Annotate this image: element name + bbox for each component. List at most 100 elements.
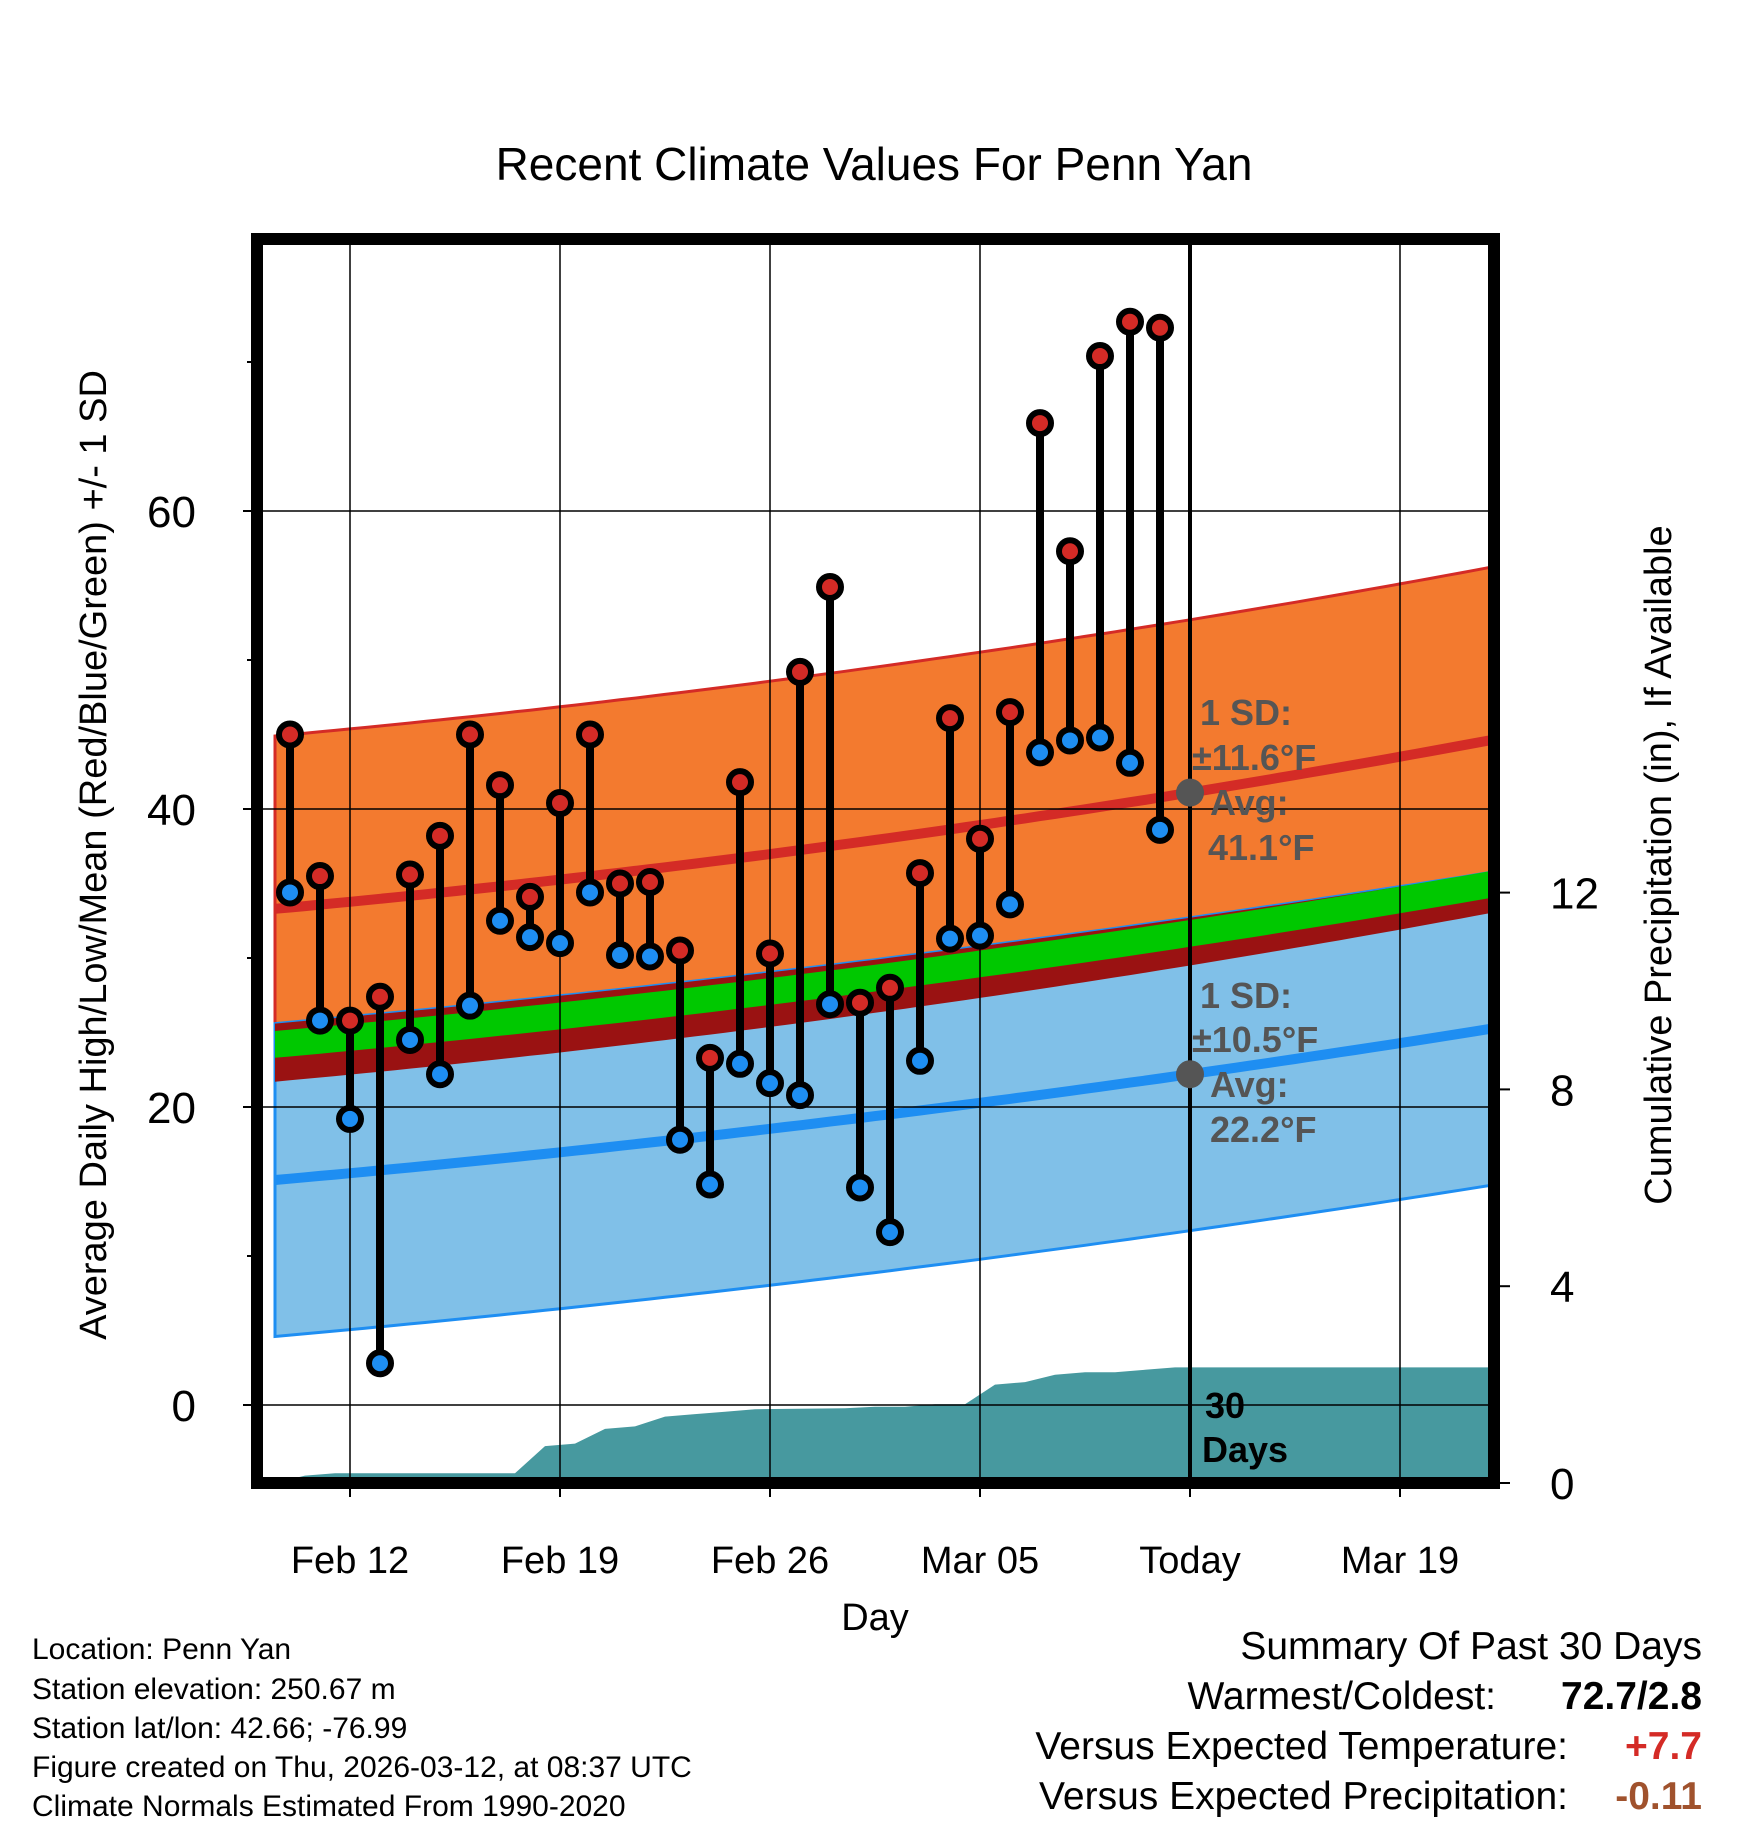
daily-high-point bbox=[1056, 537, 1084, 566]
today-normal-low-marker bbox=[1176, 1060, 1204, 1089]
footer-created: Figure created on Thu, 2026-03-12, at 08… bbox=[32, 1751, 692, 1784]
daily-low-point bbox=[936, 924, 964, 953]
y2-tick-label: 8 bbox=[1550, 1066, 1574, 1115]
daily-low-point bbox=[606, 941, 634, 970]
y-tick-label: 40 bbox=[147, 786, 196, 835]
today-normal-high-marker bbox=[1176, 778, 1204, 807]
footer-location: Location: Penn Yan bbox=[32, 1633, 292, 1666]
footer-latlon: Station lat/lon: 42.66; -76.99 bbox=[32, 1712, 408, 1745]
high-avg-value: 41.1°F bbox=[1208, 827, 1314, 868]
low-sd-label: 1 SD: bbox=[1200, 975, 1292, 1016]
x-tick-label: Mar 05 bbox=[921, 1540, 1039, 1582]
normal-low-sd-band bbox=[273, 871, 1488, 1339]
x-tick-label: Today bbox=[1139, 1540, 1240, 1582]
daily-high-point bbox=[306, 862, 334, 891]
daily-low-point bbox=[1086, 723, 1114, 752]
daily-low-point bbox=[276, 878, 304, 907]
x-tick-label: Feb 12 bbox=[291, 1540, 409, 1582]
high-avg-label: Avg: bbox=[1210, 782, 1289, 823]
y-axis-label: Average Daily High/Low/Mean (Red/Blue/Gr… bbox=[73, 370, 115, 1340]
daily-low-point bbox=[756, 1069, 784, 1098]
high-sd-label: 1 SD: bbox=[1200, 692, 1292, 733]
daily-low-point bbox=[516, 923, 544, 952]
summary-warmest-label: Warmest/Coldest: bbox=[1187, 1675, 1496, 1718]
daily-high-point bbox=[576, 720, 604, 749]
daily-low-point bbox=[906, 1046, 934, 1075]
daily-low-point bbox=[306, 1006, 334, 1035]
summary-temp-label: Versus Expected Temperature: bbox=[1035, 1725, 1568, 1768]
daily-low-point bbox=[336, 1104, 364, 1133]
y-tick-label: 60 bbox=[147, 488, 196, 537]
daily-high-point bbox=[1026, 409, 1054, 438]
daily-high-point bbox=[546, 789, 574, 818]
y2-tick-label: 0 bbox=[1550, 1460, 1574, 1509]
daily-low-point bbox=[696, 1170, 724, 1199]
y-tick-label: 0 bbox=[172, 1382, 196, 1431]
daily-high-point bbox=[636, 868, 664, 897]
daily-high-point bbox=[966, 824, 994, 853]
footer-normals: Climate Normals Estimated From 1990-2020 bbox=[32, 1790, 626, 1823]
daily-high-point bbox=[336, 1006, 364, 1035]
daily-low-point bbox=[846, 1173, 874, 1202]
daily-low-point bbox=[636, 942, 664, 971]
daily-low-point bbox=[1116, 748, 1144, 777]
daily-high-point bbox=[606, 869, 634, 898]
daily-low-point bbox=[546, 929, 574, 958]
daily-low-point bbox=[366, 1349, 394, 1378]
normal-mean-band bbox=[275, 871, 1488, 1058]
daily-low-point bbox=[576, 878, 604, 907]
daily-high-point bbox=[906, 859, 934, 888]
normal-high-line bbox=[274, 735, 1488, 914]
y2-tick-label: 12 bbox=[1550, 870, 1599, 919]
x-tick-label: Mar 19 bbox=[1341, 1540, 1459, 1582]
daily-high-point bbox=[1146, 313, 1174, 342]
daily-high-point bbox=[426, 821, 454, 850]
daily-low-point bbox=[786, 1081, 814, 1110]
daily-low-point bbox=[1146, 815, 1174, 844]
daily-high-point bbox=[816, 572, 844, 601]
daily-high-point bbox=[756, 939, 784, 968]
daily-low-point bbox=[876, 1218, 904, 1247]
daily-high-point bbox=[876, 973, 904, 1002]
plot-frame bbox=[251, 233, 1500, 1489]
daily-low-point bbox=[1056, 726, 1084, 755]
chart-title: Recent Climate Values For Penn Yan bbox=[496, 138, 1253, 190]
daily-high-point bbox=[516, 882, 544, 911]
low-avg-value: 22.2°F bbox=[1210, 1109, 1316, 1150]
window-label-days: Days bbox=[1202, 1429, 1288, 1470]
daily-high-point bbox=[936, 704, 964, 733]
daily-high-point bbox=[726, 768, 754, 797]
daily-high-point bbox=[666, 936, 694, 965]
daily-low-point bbox=[456, 991, 484, 1020]
daily-high-point bbox=[276, 720, 304, 749]
daily-low-point bbox=[1026, 738, 1054, 767]
y-tick-label: 20 bbox=[147, 1084, 196, 1133]
daily-low-point bbox=[486, 906, 514, 935]
x-tick-label: Feb 26 bbox=[711, 1540, 829, 1582]
daily-high-point bbox=[396, 860, 424, 889]
daily-low-point bbox=[726, 1049, 754, 1078]
daily-low-point bbox=[996, 890, 1024, 919]
daily-low-point bbox=[666, 1125, 694, 1154]
daily-high-point bbox=[366, 982, 394, 1011]
summary-temp-value: +7.7 bbox=[1625, 1725, 1702, 1768]
window-label-number: 30 bbox=[1205, 1385, 1245, 1426]
daily-high-point bbox=[696, 1043, 724, 1072]
daily-high-point bbox=[1086, 342, 1114, 371]
y2-tick-label: 4 bbox=[1550, 1263, 1574, 1312]
y2-axis-label: Cumulative Precipitation (in), If Availa… bbox=[1638, 525, 1680, 1204]
summary-warmest-value: 72.7/2.8 bbox=[1561, 1675, 1702, 1718]
low-avg-label: Avg: bbox=[1210, 1064, 1289, 1105]
daily-low-point bbox=[966, 921, 994, 950]
summary-precip-value: -0.11 bbox=[1615, 1775, 1702, 1818]
summary-title: Summary Of Past 30 Days bbox=[1240, 1625, 1702, 1668]
x-tick-label: Feb 19 bbox=[501, 1540, 619, 1582]
daily-high-point bbox=[1116, 307, 1144, 336]
daily-high-point bbox=[996, 698, 1024, 727]
daily-high-point bbox=[486, 771, 514, 800]
summary-precip-label: Versus Expected Precipitation: bbox=[1039, 1775, 1568, 1818]
low-sd-value: ±10.5°F bbox=[1192, 1019, 1318, 1060]
daily-high-point bbox=[786, 657, 814, 686]
daily-low-point bbox=[426, 1060, 454, 1089]
daily-high-point bbox=[846, 988, 874, 1017]
